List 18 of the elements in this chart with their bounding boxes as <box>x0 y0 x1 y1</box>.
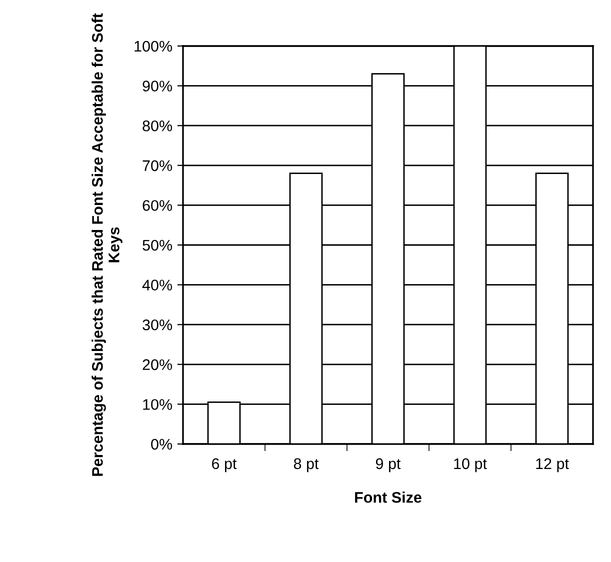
y-tick-label: 50% <box>142 240 172 251</box>
y-tick-label: 40% <box>142 280 172 290</box>
y-tick-label: 60% <box>142 200 172 211</box>
x-tick-label: 8 pt <box>294 458 319 472</box>
y-tick-label: 30% <box>142 319 172 330</box>
x-tick-label: 9 pt <box>376 458 401 472</box>
y-tick-label: 100% <box>134 40 172 52</box>
x-tick-label: 10 pt <box>454 458 487 472</box>
y-tick-label: 0% <box>151 438 172 450</box>
x-tick-label: 12 pt <box>536 458 569 472</box>
y-axis-title: Percentage of Subjects that Rated Font Size Acceptable for Soft Keys <box>92 13 122 476</box>
x-axis-title: Font Size <box>355 492 422 503</box>
y-tick-label: 80% <box>142 120 172 132</box>
y-tick-label: 10% <box>143 399 172 410</box>
y-tick-label: 70% <box>142 160 172 172</box>
y-tick-label: 20% <box>142 359 172 370</box>
y-tick-label: 90% <box>142 80 172 92</box>
x-tick-label: 6 pt <box>212 458 237 472</box>
